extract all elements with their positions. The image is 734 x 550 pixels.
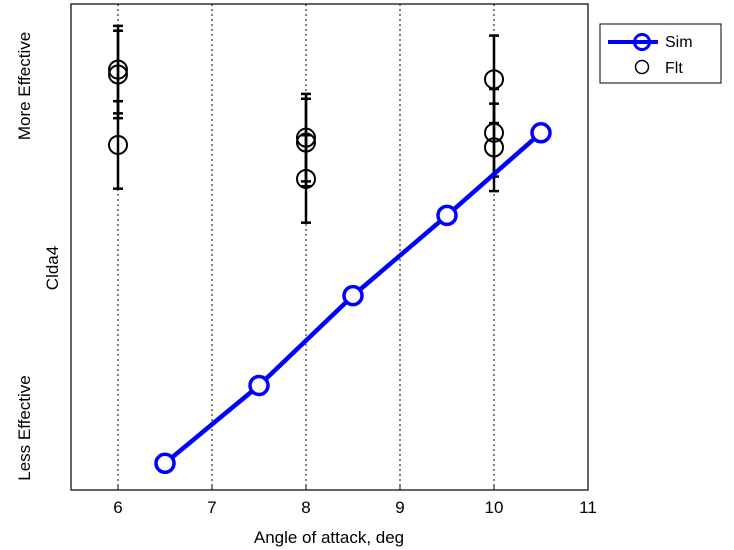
legend-sim-marker [633, 33, 651, 51]
flt-point [108, 64, 128, 85]
x-tick-label: 7 [207, 498, 216, 517]
x-tick-label: 8 [301, 498, 310, 517]
x-tick-label: 10 [485, 498, 504, 517]
flt-point [296, 168, 316, 189]
sim-series [154, 122, 552, 475]
plot-frame [70, 3, 589, 491]
legend-flt-label: Flt [665, 60, 683, 77]
sim-point [530, 122, 552, 144]
x-tick-label: 6 [113, 498, 122, 517]
x-axis-label: Angle of attack, deg [254, 528, 404, 547]
flt-series [108, 24, 504, 224]
legend-box [599, 23, 722, 84]
y-axis-label: Clda4 [43, 246, 62, 290]
flt-point [108, 134, 128, 155]
y-top-label: More Effective [15, 32, 34, 140]
legend: Sim Flt [599, 23, 722, 84]
legend-flt-marker [634, 59, 650, 75]
x-tick-label: 9 [395, 498, 404, 517]
sim-point [436, 204, 458, 227]
sim-point [248, 374, 270, 397]
legend-sim-label: Sim [665, 34, 693, 51]
flt-point [484, 137, 504, 158]
sim-point [342, 284, 364, 307]
plot-area [71, 4, 588, 490]
x-axis: 6 7 8 9 10 11 [113, 484, 597, 517]
sim-point [154, 452, 176, 475]
x-tick-label: 11 [579, 498, 597, 517]
y-bottom-label: Less Effective [15, 375, 34, 481]
